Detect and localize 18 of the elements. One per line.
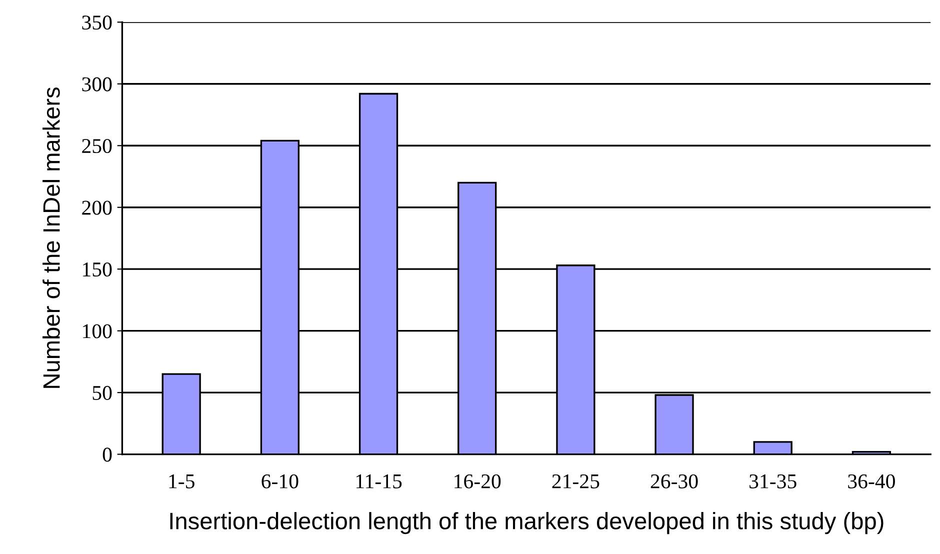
y-tick-label: 200 xyxy=(82,200,112,215)
y-tick-label: 50 xyxy=(92,386,112,400)
y-tick-label: 300 xyxy=(82,77,112,92)
x-tick-label: 16-20 xyxy=(454,474,501,488)
y-tick-label: 150 xyxy=(83,262,112,277)
y-tick-label: 0 xyxy=(102,448,112,462)
x-tick-label: 11-15 xyxy=(356,474,402,488)
y-tick-label: 350 xyxy=(82,16,112,30)
y-tick-label: 100 xyxy=(83,324,112,338)
x-tick-label: 31-35 xyxy=(750,474,796,488)
x-tick-label: 26-30 xyxy=(650,474,698,488)
x-tick-label: 36-40 xyxy=(848,474,895,488)
x-axis-title: Insertion-delection length of the markers developed in this study (bp) xyxy=(170,512,884,534)
y-axis-title: Number of the InDel markers xyxy=(42,88,60,388)
x-tick-label: 6-10 xyxy=(262,474,298,488)
x-tick-label: 1-5 xyxy=(169,474,194,488)
y-tick-label: 250 xyxy=(82,138,112,154)
x-tick-label: 21-25 xyxy=(552,474,600,488)
